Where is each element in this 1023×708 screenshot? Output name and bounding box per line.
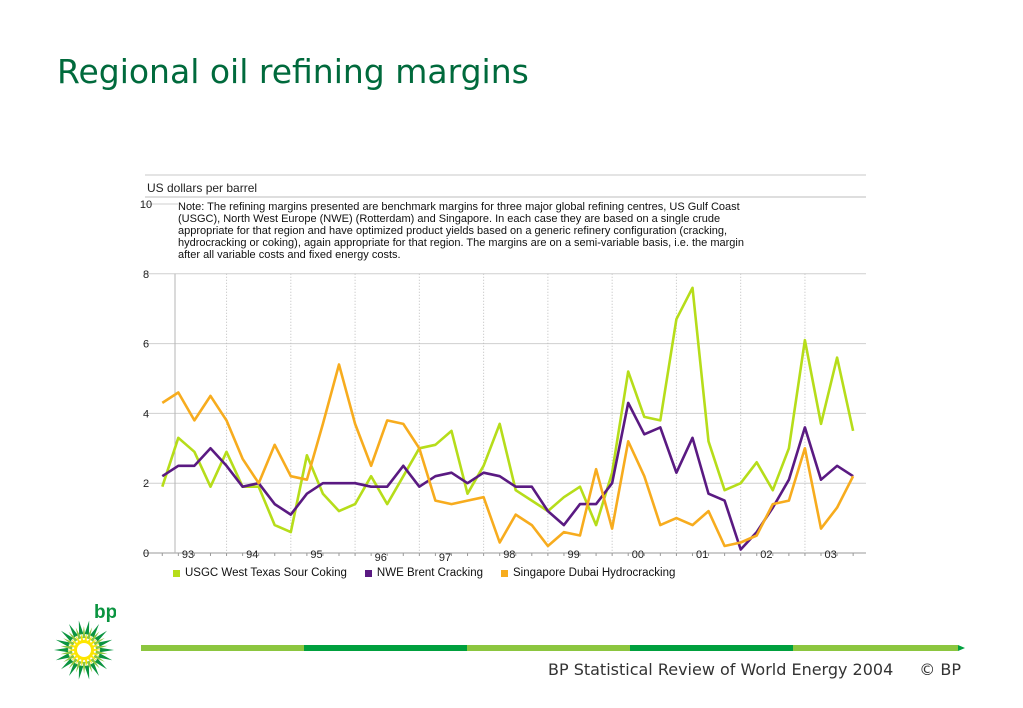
x-tick-label: 95 (310, 549, 322, 561)
footer-source: BP Statistical Review of World Energy 20… (547, 660, 894, 679)
legend-item-nwe: NWE Brent Cracking (364, 567, 484, 579)
bp-helios-logo: bp (54, 602, 116, 680)
helios-sunburst-icon (54, 620, 114, 680)
x-tick-label: 96 (375, 552, 387, 564)
footer: BP Statistical Review of World Energy 20… (548, 660, 961, 679)
x-tick-label: 94 (246, 549, 258, 561)
x-tick-label: 93 (182, 549, 194, 561)
page-title: Regional oil refining margins (57, 52, 529, 91)
legend-label-nwe: NWE Brent Cracking (376, 567, 484, 579)
series-line-0 (161, 286, 855, 534)
legend-swatch-usgc (173, 569, 180, 577)
y-tick-label: 10 (140, 199, 152, 211)
footer-copyright: © BP (919, 660, 961, 679)
methodology-note: Note: The refining margins presented are… (178, 201, 878, 261)
legend-item-singapore: Singapore Dubai Hydrocracking (501, 567, 675, 579)
series-layer (161, 286, 855, 551)
x-tick-label: 99 (567, 549, 579, 561)
x-tick-label: 02 (760, 549, 772, 561)
y-axis-unit-label: US dollars per barrel (147, 181, 257, 195)
footer-color-bar (141, 645, 965, 651)
x-tick-label: 00 (632, 549, 644, 561)
x-tick-label: 98 (503, 549, 515, 561)
y-tick-label: 4 (143, 408, 149, 420)
series-line-1 (161, 401, 854, 551)
legend-item-usgc: USGC West Texas Sour Coking (173, 567, 347, 579)
y-tick-label: 0 (143, 548, 149, 560)
x-tick-label: 01 (696, 549, 708, 561)
x-tick-label: 03 (825, 549, 837, 561)
y-tick-label: 2 (143, 478, 149, 490)
x-tick-label: 97 (439, 552, 451, 564)
legend-label-singapore: Singapore Dubai Hydrocracking (513, 567, 676, 579)
legend-swatch-nwe (364, 569, 372, 577)
legend-label-usgc: USGC West Texas Sour Coking (185, 567, 347, 579)
legend-swatch-singapore (501, 569, 509, 577)
chart-legend: USGC West Texas Sour Coking NWE Brent Cr… (173, 567, 675, 579)
y-tick-label: 6 (143, 339, 149, 351)
bp-wordmark: bp (94, 602, 116, 623)
y-tick-label: 8 (143, 269, 149, 281)
series-line-2 (161, 363, 855, 548)
